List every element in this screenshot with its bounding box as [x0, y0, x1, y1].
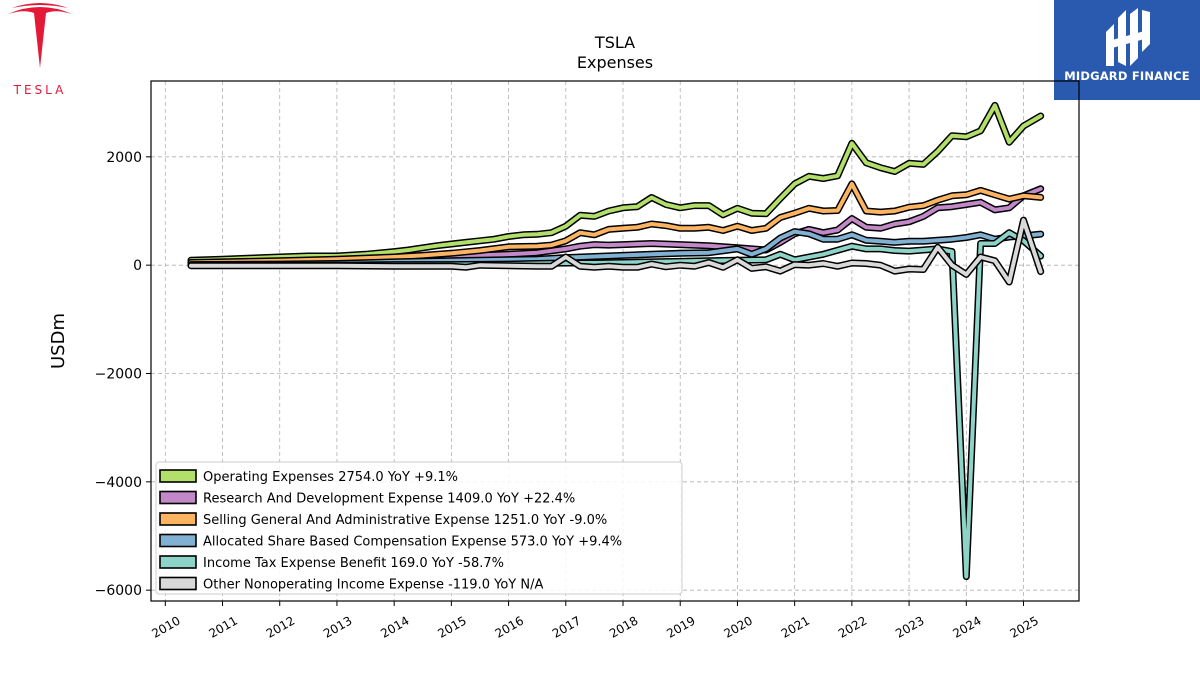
chart-subtitle: Expenses: [577, 53, 653, 72]
x-tick-label: 2013: [321, 613, 354, 640]
series-line: [189, 218, 1043, 284]
legend-swatch: [159, 555, 197, 569]
tesla-t-icon: TESLA: [8, 3, 72, 97]
series-outline: [187, 101, 1045, 264]
y-tick-label: −2000: [95, 367, 142, 383]
legend-entry: Other Nonoperating Income Expense -119.0…: [203, 578, 543, 593]
x-tick-label: 2014: [378, 613, 411, 640]
x-tick-label: 2025: [1008, 613, 1041, 640]
legend-swatch: [159, 469, 197, 483]
y-tick-label: 0: [133, 258, 142, 274]
y-axis-label: USDm: [48, 313, 69, 369]
plot-frame: [150, 80, 1080, 602]
legend-entry: Allocated Share Based Compensation Expen…: [203, 535, 622, 550]
series-1: [187, 101, 1045, 264]
midgard-finance-logo: MIDGARD FINANCE: [1054, 0, 1200, 100]
x-tick-label: 2012: [264, 613, 297, 640]
series-line: [189, 181, 1043, 265]
legend: Operating Expenses 2754.0 YoY +9.1% Resea…: [155, 461, 683, 595]
legend-box: [155, 461, 683, 595]
x-tick-label: 2017: [550, 613, 583, 640]
legend-entry: Income Tax Expense Benefit 169.0 YoY -58…: [203, 556, 504, 571]
x-tick-label: 2011: [207, 613, 240, 640]
series-3: [187, 180, 1045, 266]
x-tick-label: 2021: [779, 613, 812, 640]
x-tick-label: 2020: [721, 613, 754, 640]
midgard-wordmark: MIDGARD FINANCE: [1064, 69, 1190, 83]
y-tick-label: −4000: [95, 475, 142, 491]
midgard-mark-icon: [1106, 8, 1150, 66]
x-tick-label: 2019: [664, 613, 697, 640]
x-tick-label: 2016: [493, 613, 526, 640]
x-tick-label: 2022: [836, 613, 869, 640]
series-4: [187, 228, 1045, 269]
legend-entry: Research And Development Expense 1409.0 …: [203, 492, 575, 507]
series-6: [187, 216, 1045, 286]
x-tick-label: 2024: [950, 613, 983, 640]
x-tick-label: 2015: [435, 613, 468, 640]
legend-entry: Selling General And Administrative Expen…: [203, 513, 607, 528]
legend-swatch: [159, 533, 197, 548]
legend-swatch: [159, 490, 197, 505]
series-line: [189, 229, 1043, 267]
chart-title: TSLA: [594, 33, 635, 52]
y-tick-label: 2000: [106, 150, 142, 166]
series-line: [189, 103, 1043, 263]
x-tick-label: 2010: [149, 613, 182, 640]
tesla-logo: TESLA: [0, 0, 80, 100]
legend-swatch: [159, 512, 197, 526]
x-tick-label: 2018: [607, 613, 640, 640]
x-tick-label: 2023: [893, 613, 926, 640]
legend-swatch: [159, 576, 197, 591]
y-tick-label: −6000: [95, 583, 142, 599]
tesla-wordmark: TESLA: [13, 83, 67, 97]
series-lines: [187, 101, 1045, 581]
legend-entry: Operating Expenses 2754.0 YoY +9.1%: [203, 470, 458, 485]
